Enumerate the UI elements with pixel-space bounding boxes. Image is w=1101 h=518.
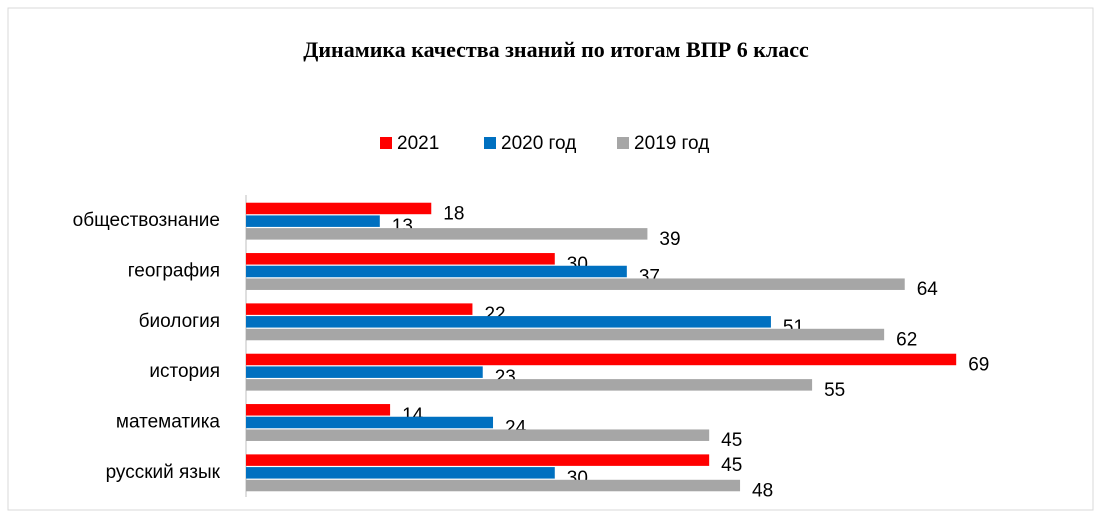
y-tick-label: биология — [139, 311, 220, 332]
data-label: 62 — [896, 330, 917, 351]
bar — [246, 253, 555, 265]
legend-swatch — [617, 137, 629, 149]
bar — [246, 265, 627, 278]
bar — [246, 328, 885, 341]
data-label: 39 — [659, 229, 680, 250]
bar — [246, 228, 648, 240]
y-tick-label: русский язык — [106, 462, 221, 483]
data-label: 64 — [917, 279, 939, 300]
data-label: 45 — [721, 430, 742, 451]
bar — [246, 202, 432, 215]
bar — [246, 416, 494, 429]
bar — [246, 303, 473, 315]
legend-label: 2020 год — [501, 133, 576, 154]
data-label: 69 — [968, 354, 989, 375]
data-label: 45 — [721, 455, 742, 476]
bar — [246, 316, 771, 328]
bar — [246, 429, 710, 441]
y-tick-label: математика — [116, 412, 221, 433]
y-tick-label: обществознание — [73, 210, 220, 231]
data-label: 18 — [443, 203, 464, 224]
bar — [246, 353, 957, 366]
data-label: 55 — [824, 380, 845, 401]
bar — [246, 366, 483, 378]
bar — [246, 467, 555, 479]
legend-swatch — [484, 137, 496, 149]
bar — [246, 454, 710, 466]
legend-swatch — [380, 137, 392, 149]
data-label: 48 — [752, 481, 773, 502]
chart-title: Динамика качества знаний по итогам ВПР 6… — [303, 37, 809, 62]
bar — [246, 479, 741, 492]
bar — [246, 278, 905, 290]
y-tick-label: история — [149, 361, 220, 382]
legend-label: 2019 год — [634, 133, 709, 154]
bar — [246, 215, 380, 227]
bar — [246, 379, 813, 391]
y-tick-label: география — [128, 261, 220, 282]
legend-label: 2021 — [397, 133, 439, 154]
bar — [246, 404, 391, 416]
